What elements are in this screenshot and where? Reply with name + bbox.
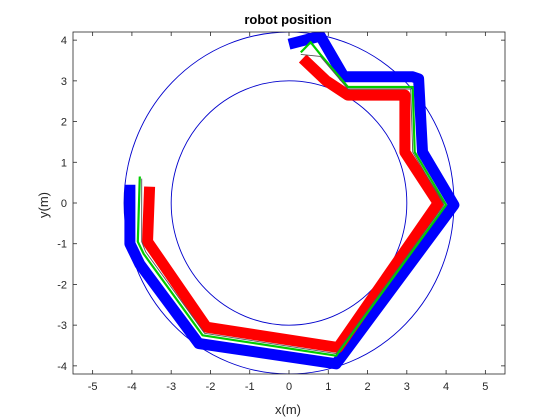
x-tick-label: 4 bbox=[443, 381, 449, 393]
plot-area bbox=[123, 32, 460, 374]
axes: -5 -4 -3 -2 -1 0 1 2 3 4 5 -4 -3 -2 -1 0 1 2 3 4 bbox=[57, 31, 506, 393]
y-tick-label: 0 bbox=[61, 198, 67, 210]
x-tick-label: -2 bbox=[206, 381, 216, 393]
chart-title: robot position bbox=[244, 12, 331, 27]
y-tick-label: 1 bbox=[61, 157, 67, 169]
trajectory-green-2 bbox=[136, 41, 448, 357]
x-tick-label: -4 bbox=[127, 381, 137, 393]
x-tick-label: -1 bbox=[245, 381, 255, 393]
y-tick-label: -1 bbox=[57, 239, 67, 251]
y-tick-label: -3 bbox=[57, 320, 67, 332]
x-tick-label: 1 bbox=[325, 381, 331, 393]
x-tick-label: 5 bbox=[482, 381, 488, 393]
x-tick-label: -5 bbox=[88, 381, 98, 393]
y-tick-label: 3 bbox=[61, 76, 67, 88]
boundary-circle-0 bbox=[170, 80, 408, 326]
y-axis-label: y(m) bbox=[36, 192, 51, 218]
x-tick-label: 0 bbox=[286, 381, 292, 393]
trajectory-blue-0 bbox=[124, 32, 460, 370]
y-tick-label: 4 bbox=[61, 35, 67, 47]
y-tick-label: -4 bbox=[57, 361, 67, 373]
x-tick-label: 2 bbox=[364, 381, 370, 393]
trajectory-red-1 bbox=[142, 54, 444, 353]
x-axis-label: x(m) bbox=[275, 402, 301, 417]
y-tick-label: -2 bbox=[57, 279, 67, 291]
y-tick-label: 2 bbox=[61, 117, 67, 129]
x-tick-label: 3 bbox=[404, 381, 410, 393]
trajectory-gray-3 bbox=[141, 53, 445, 355]
x-tick-label: -3 bbox=[166, 381, 176, 393]
